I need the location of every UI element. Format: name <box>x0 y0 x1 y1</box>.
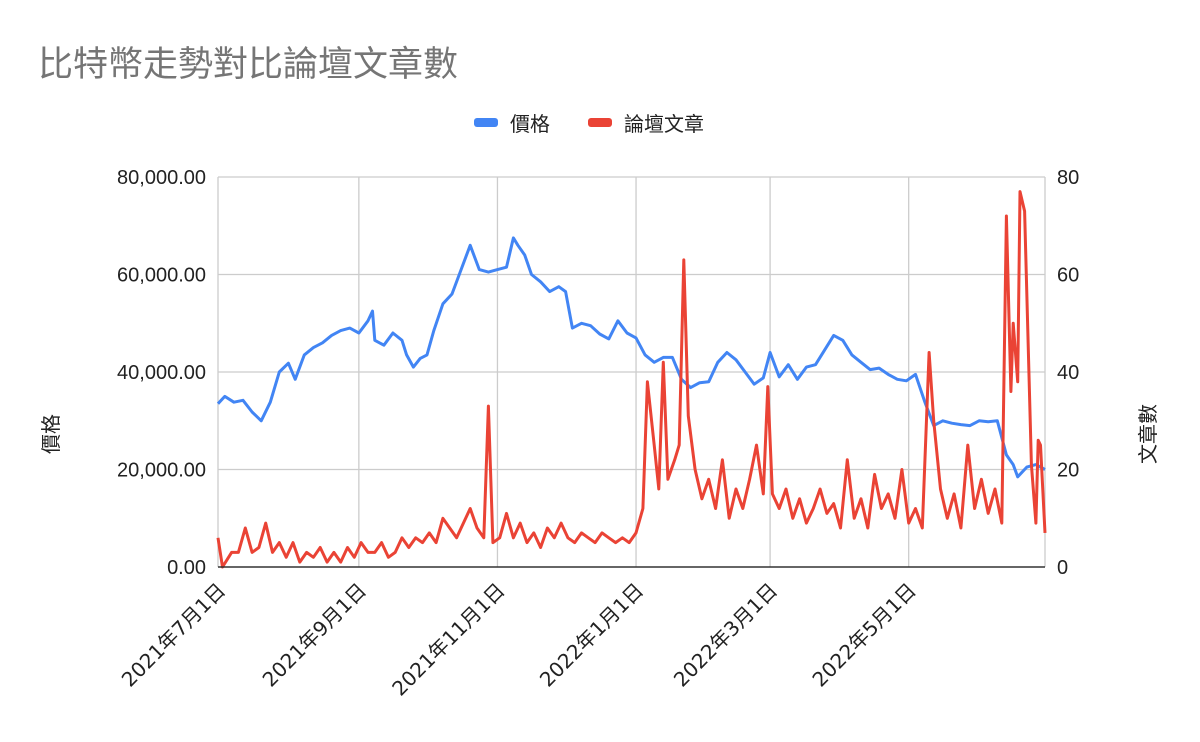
x-tick-label: 2021年7月1日 <box>117 578 230 691</box>
y2-tick-label: 0 <box>1057 557 1068 579</box>
y-tick-label: 0.00 <box>167 557 206 579</box>
left-y-tick-labels: 0.00 20,000.00 40,000.00 60,000.00 80,000.00 <box>117 167 206 579</box>
series-layer <box>216 190 1047 569</box>
x-tick-label: 2022年3月1日 <box>669 578 782 691</box>
x-tick-label: 2022年5月1日 <box>807 578 920 691</box>
x-tick-label: 2022年1月1日 <box>535 578 648 691</box>
left-axis-title: 價格 <box>39 414 63 454</box>
y-tick-label: 20,000.00 <box>117 460 206 482</box>
gridlines <box>217 176 1046 567</box>
y2-tick-label: 20 <box>1057 460 1079 482</box>
legend: 價格 論壇文章 <box>474 112 704 136</box>
right-y-tick-labels: 0 20 40 60 80 <box>1057 167 1079 579</box>
series-line-price <box>216 236 1046 479</box>
chart-title: 比特幣走勢對比論壇文章數 <box>38 45 459 85</box>
y-tick-label: 80,000.00 <box>117 167 206 189</box>
right-axis-title: 文章數 <box>1136 404 1160 464</box>
y2-tick-label: 40 <box>1057 362 1079 384</box>
y2-tick-label: 60 <box>1057 265 1079 287</box>
y-tick-label: 40,000.00 <box>117 362 206 384</box>
series-line-posts <box>216 190 1047 569</box>
x-tick-label: 2021年9月1日 <box>258 578 371 691</box>
legend-label: 論壇文章 <box>624 112 704 136</box>
legend-label: 價格 <box>510 112 550 136</box>
x-tick-label: 2021年11月1日 <box>387 578 509 700</box>
legend-swatch <box>588 118 612 127</box>
legend-swatch <box>474 118 498 127</box>
y-tick-label: 60,000.00 <box>117 265 206 287</box>
y2-tick-label: 80 <box>1057 167 1079 189</box>
x-tick-labels: 2021年7月1日 2021年9月1日 2021年11月1日 2022年1月1日 202… <box>117 578 921 700</box>
